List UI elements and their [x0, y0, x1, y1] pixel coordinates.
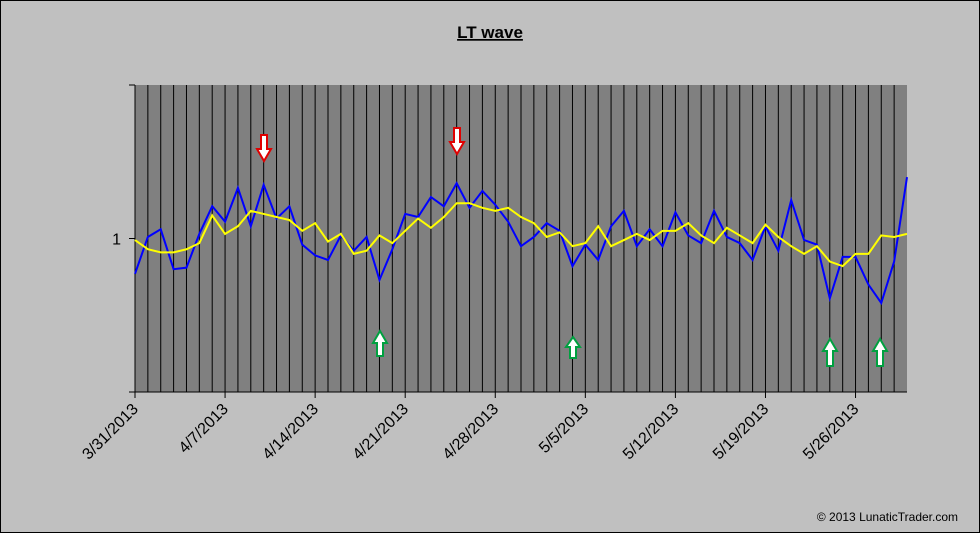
buy-arrow: [821, 337, 839, 367]
buy-arrow: [564, 335, 582, 359]
series-line: [134, 202, 908, 268]
sell-arrow: [255, 134, 273, 163]
buy-arrow: [871, 337, 889, 367]
series-line: [134, 176, 908, 306]
chart-title: LT wave: [457, 23, 523, 42]
y-tick-label: 1: [112, 232, 121, 249]
signal-arrows: [255, 127, 889, 367]
copyright: © 2013 LunaticTrader.com: [817, 510, 958, 524]
buy-arrow: [371, 329, 389, 357]
sell-arrow: [448, 127, 466, 156]
